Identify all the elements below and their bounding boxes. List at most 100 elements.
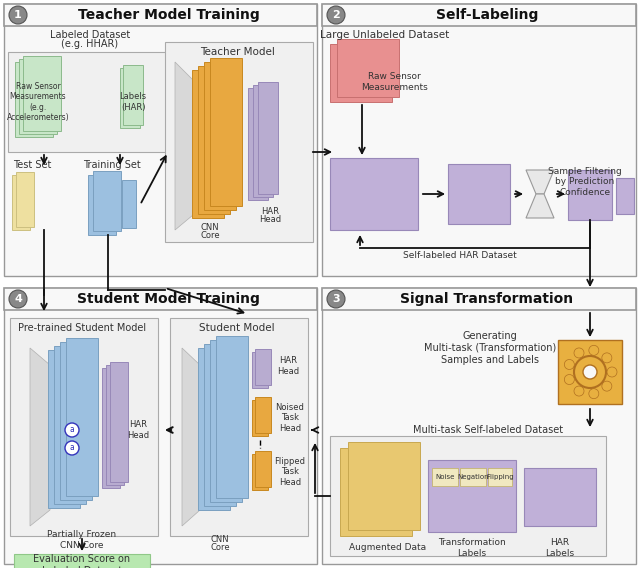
Text: Labels
(HAR): Labels (HAR) (120, 92, 147, 112)
Bar (253, 85, 273, 197)
Text: 3: 3 (332, 294, 340, 304)
Text: Flipped
Task
Head: Flipped Task Head (275, 457, 305, 487)
Bar (252, 400, 268, 436)
Bar (340, 448, 412, 536)
Bar (252, 454, 268, 490)
Bar (4, 4, 317, 276)
Text: 2: 2 (332, 10, 340, 20)
Circle shape (564, 374, 574, 385)
Circle shape (327, 290, 345, 308)
Bar (255, 397, 271, 433)
Text: a: a (70, 425, 74, 435)
Text: Teacher Model Training: Teacher Model Training (77, 8, 259, 22)
Circle shape (583, 365, 597, 379)
Bar (23, 56, 61, 131)
Text: Partially Frozen
CNN Core: Partially Frozen CNN Core (47, 531, 116, 550)
Text: Head: Head (259, 215, 281, 224)
Bar (19, 59, 57, 134)
Text: Flipping: Flipping (486, 474, 514, 480)
Bar (322, 288, 636, 564)
Circle shape (607, 367, 617, 377)
Text: Augmented Data: Augmented Data (349, 544, 427, 553)
Text: Student Model Training: Student Model Training (77, 292, 260, 306)
Circle shape (589, 389, 599, 399)
Bar (210, 340, 242, 502)
Bar (106, 365, 124, 485)
Bar (330, 158, 418, 230)
Polygon shape (30, 348, 50, 526)
Text: Pre-trained Student Model: Pre-trained Student Model (18, 323, 146, 333)
Bar (322, 288, 636, 310)
Bar (322, 4, 636, 276)
Text: CNN: CNN (201, 223, 220, 232)
Bar (216, 336, 248, 498)
Bar (88, 175, 116, 235)
Bar (488, 468, 512, 486)
Text: Sample Filtering
by Prediction
Confidence: Sample Filtering by Prediction Confidenc… (548, 167, 622, 197)
Polygon shape (526, 170, 554, 194)
Bar (14, 554, 150, 568)
Bar (524, 468, 596, 526)
Text: Transformation
Labels: Transformation Labels (438, 538, 506, 558)
Text: Self-labeled HAR Dataset: Self-labeled HAR Dataset (403, 250, 517, 260)
Circle shape (9, 6, 27, 24)
Circle shape (574, 356, 606, 388)
Bar (93, 171, 121, 231)
Circle shape (574, 386, 584, 396)
Bar (10, 318, 158, 536)
Bar (204, 344, 236, 506)
Bar (15, 62, 53, 137)
Text: Noised
Task
Head: Noised Task Head (276, 403, 305, 433)
Bar (616, 178, 634, 214)
Bar (122, 180, 136, 228)
Bar (448, 164, 510, 224)
Polygon shape (175, 62, 193, 230)
Text: CNN: CNN (211, 536, 229, 545)
Text: Test Set: Test Set (13, 160, 51, 170)
Text: Signal Transformation: Signal Transformation (401, 292, 573, 306)
Text: (e.g. HHAR): (e.g. HHAR) (61, 39, 118, 49)
Text: 4: 4 (14, 294, 22, 304)
Text: Training Set: Training Set (83, 160, 141, 170)
Text: 1: 1 (14, 10, 22, 20)
Bar (258, 82, 278, 194)
Circle shape (65, 441, 79, 455)
Text: HAR
Head: HAR Head (127, 420, 149, 440)
Bar (248, 88, 268, 200)
Bar (330, 44, 392, 102)
Bar (123, 65, 143, 125)
Circle shape (327, 6, 345, 24)
Bar (110, 362, 128, 482)
Bar (568, 170, 612, 220)
Text: Teacher Model: Teacher Model (200, 47, 275, 57)
Text: Negation: Negation (457, 474, 489, 480)
Circle shape (602, 381, 612, 391)
Bar (348, 442, 420, 530)
Circle shape (589, 345, 599, 356)
Text: HAR: HAR (261, 207, 279, 216)
Circle shape (564, 360, 574, 369)
Text: Student Model: Student Model (199, 323, 275, 333)
Bar (102, 368, 120, 488)
Bar (54, 346, 86, 504)
Polygon shape (182, 348, 200, 526)
Bar (337, 39, 399, 97)
Bar (8, 52, 173, 152)
Bar (170, 318, 308, 536)
Bar (4, 288, 317, 564)
Text: Large Unlabeled Dataset: Large Unlabeled Dataset (321, 30, 450, 40)
Text: HAR
Labels: HAR Labels (545, 538, 575, 558)
Bar (204, 62, 236, 210)
Circle shape (65, 423, 79, 437)
Bar (192, 70, 224, 218)
Text: a: a (70, 444, 74, 453)
Bar (210, 58, 242, 206)
Text: Multi-task Self-labeled Dataset: Multi-task Self-labeled Dataset (413, 425, 563, 435)
Circle shape (9, 290, 27, 308)
Bar (322, 4, 636, 26)
Bar (428, 460, 516, 532)
Bar (60, 342, 92, 500)
Circle shape (602, 353, 612, 363)
Text: Noise: Noise (435, 474, 454, 480)
Bar (16, 172, 34, 227)
